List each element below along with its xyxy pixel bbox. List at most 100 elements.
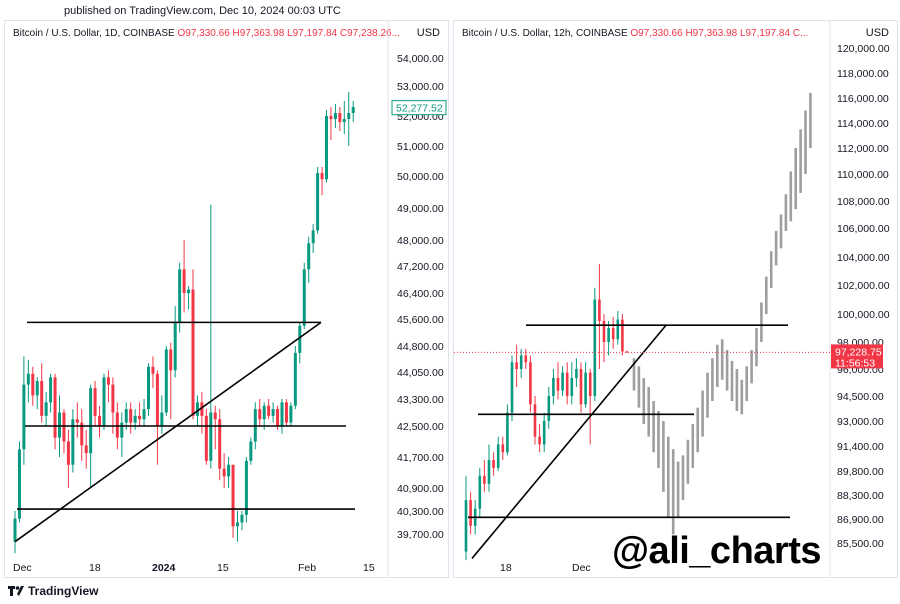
candle-body bbox=[621, 319, 624, 352]
candle-body bbox=[506, 412, 509, 453]
open-value: O97,330.66 bbox=[630, 28, 683, 39]
price-tick-label: 110,000.00 bbox=[837, 169, 889, 181]
projection-bar bbox=[681, 455, 685, 501]
projection-bar bbox=[667, 436, 670, 518]
candle-body bbox=[351, 107, 355, 113]
close-value: C... bbox=[792, 28, 809, 39]
price-tick-label: 91,400.00 bbox=[837, 441, 884, 453]
candle-body bbox=[98, 415, 102, 426]
projection-bar bbox=[750, 350, 753, 384]
candle-body bbox=[44, 402, 48, 416]
projection-bar bbox=[632, 358, 636, 391]
projection-bar bbox=[735, 369, 739, 411]
projection-bar bbox=[701, 390, 704, 437]
candle-body bbox=[124, 409, 128, 423]
candle-body bbox=[160, 412, 164, 426]
candle-body bbox=[602, 321, 606, 342]
projection-bar bbox=[671, 449, 675, 535]
candle-body bbox=[129, 409, 133, 423]
candle-body bbox=[115, 412, 119, 438]
currency-label[interactable]: USD bbox=[416, 27, 440, 39]
candle-body bbox=[333, 113, 337, 119]
price-tick-label: 54,000.00 bbox=[397, 53, 444, 65]
projection-bar bbox=[706, 372, 709, 418]
price-tick-label: 47,200.00 bbox=[397, 261, 444, 273]
low-value: L97,197.84 bbox=[739, 28, 791, 39]
candle-body bbox=[187, 289, 191, 293]
candle-body bbox=[561, 372, 564, 391]
candle-body bbox=[338, 113, 342, 122]
candle-body bbox=[347, 113, 351, 119]
price-tick-label: 106,000.00 bbox=[837, 223, 890, 235]
projection-bar bbox=[779, 214, 783, 249]
trendline bbox=[14, 321, 322, 543]
price-tick-label: 102,000.00 bbox=[837, 280, 890, 292]
candle-body bbox=[66, 441, 70, 465]
price-tick-label: 46,400.00 bbox=[397, 288, 444, 300]
candle-body bbox=[293, 352, 297, 406]
price-tick-label: 41,700.00 bbox=[397, 452, 444, 464]
time-tick-label: 18 bbox=[89, 562, 101, 574]
current-price-label: 97,228.75 bbox=[835, 346, 882, 358]
candle-body bbox=[35, 381, 39, 396]
candle-body bbox=[218, 419, 222, 469]
candle-body bbox=[102, 377, 106, 426]
projection-bar bbox=[789, 171, 793, 222]
candle-body bbox=[515, 362, 518, 369]
price-tick-label: 88,300.00 bbox=[837, 490, 884, 502]
candle-body bbox=[191, 289, 195, 416]
candle-body bbox=[311, 230, 315, 244]
price-tick-label: 85,500.00 bbox=[837, 538, 884, 550]
projection-bar bbox=[652, 401, 655, 453]
time-tick-label: Dec bbox=[13, 562, 32, 574]
candle-body bbox=[58, 412, 61, 438]
candle-body bbox=[478, 475, 482, 509]
time-tick-label: 15 bbox=[217, 562, 229, 574]
candle-body bbox=[284, 402, 288, 423]
candle-body bbox=[204, 415, 208, 461]
candle-body bbox=[240, 514, 244, 523]
chart-canvas-1d[interactable]: 54,000.0053,000.0052,000.0051,000.0050,0… bbox=[5, 21, 448, 577]
candle-body bbox=[120, 422, 124, 438]
price-tick-label: 94,500.00 bbox=[837, 391, 884, 403]
candle-body bbox=[17, 449, 21, 519]
candle-body bbox=[262, 405, 266, 420]
candle-body bbox=[89, 388, 93, 454]
chart-panel-1d[interactable]: Bitcoin / U.S. Dollar, 1D, COINBASE O97,… bbox=[4, 20, 449, 578]
candle-body bbox=[616, 319, 620, 340]
candle-body bbox=[469, 500, 472, 526]
candle-body bbox=[249, 441, 253, 461]
price-tick-label: 45,600.00 bbox=[397, 314, 444, 326]
price-tick-label: 44,800.00 bbox=[397, 341, 444, 353]
candle-body bbox=[173, 322, 177, 371]
price-label-box bbox=[831, 344, 883, 369]
candle-body bbox=[13, 518, 17, 542]
candle-body bbox=[325, 116, 328, 180]
candle-body bbox=[169, 349, 173, 371]
open-value: O97,330.66 bbox=[177, 28, 230, 39]
price-tick-label: 42,500.00 bbox=[397, 421, 444, 433]
price-tick-label: 51,000.00 bbox=[397, 141, 444, 153]
candle-body bbox=[62, 412, 66, 442]
candle-body bbox=[607, 328, 610, 342]
candle-body bbox=[71, 419, 75, 465]
high-value: H97,363.98 bbox=[232, 28, 285, 39]
tradingview-logo-icon bbox=[8, 586, 24, 596]
candle-body bbox=[53, 377, 57, 438]
projection-bar bbox=[730, 360, 734, 401]
candle-body bbox=[570, 378, 574, 396]
candle-body bbox=[556, 378, 560, 391]
chart-panel-12h[interactable]: Bitcoin / U.S. Dollar, 12h, COINBASE O97… bbox=[453, 20, 898, 578]
currency-label[interactable]: USD bbox=[865, 27, 889, 39]
price-tick-label: 114,000.00 bbox=[837, 118, 889, 130]
candle-body bbox=[625, 351, 629, 353]
candle-body bbox=[147, 366, 150, 410]
price-tick-label: 39,700.00 bbox=[397, 529, 444, 541]
candle-body bbox=[542, 421, 546, 445]
candle-body bbox=[593, 299, 597, 396]
candle-body bbox=[155, 373, 159, 426]
price-label-box bbox=[391, 100, 447, 116]
candle-body bbox=[611, 328, 615, 340]
projection-bar bbox=[637, 366, 641, 408]
chart-canvas-12h[interactable]: 120,000.00 118,000.00 116,000.00 114,000.00… bbox=[454, 21, 897, 577]
